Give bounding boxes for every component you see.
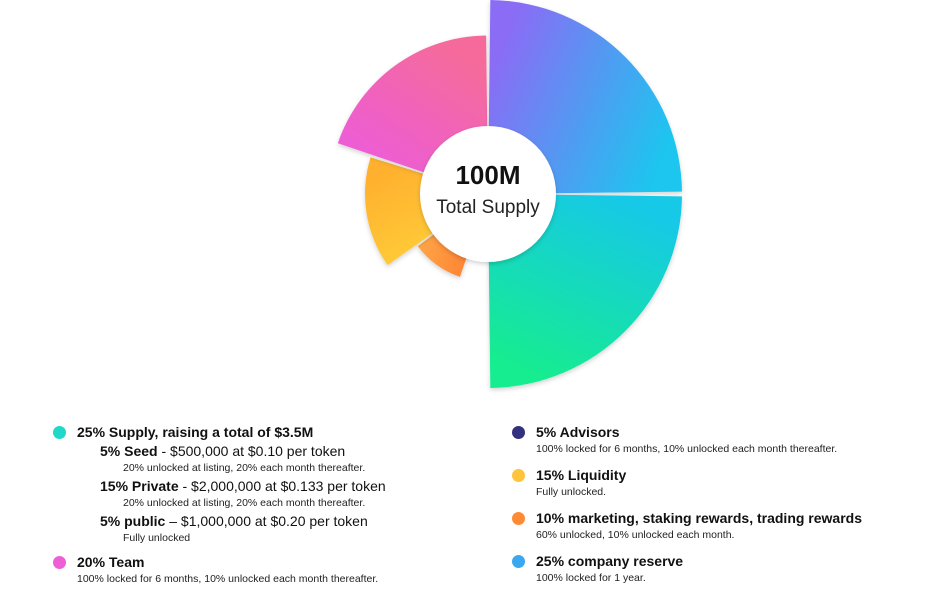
subitem-note: 20% unlocked at listing, 20% each month …	[123, 462, 366, 474]
legend-entry-liquidity: 15% Liquidity Fully unlocked.	[512, 465, 917, 499]
legend-subitem-private: 15% Private - $2,000,000 at $0.133 per t…	[100, 477, 483, 510]
legend-subitem-public: 5% public – $1,000,000 at $0.20 per toke…	[100, 512, 483, 545]
legend-note-reserve: 100% locked for 1 year.	[536, 572, 646, 584]
legend-entry-team: 20% Team 100% locked for 6 months, 10% u…	[53, 552, 483, 586]
subitem-name: 15% Private	[100, 478, 179, 494]
legend-label-liquidity: 15% Liquidity	[536, 467, 627, 483]
legend-dot-liquidity	[512, 469, 525, 482]
subitem-note: 20% unlocked at listing, 20% each month …	[123, 497, 366, 509]
center-hole	[420, 126, 556, 262]
subitem-detail: – $1,000,000 at $0.20 per token	[165, 513, 368, 529]
legend-entry-sale: 25% Supply, raising a total of $3.5M 5% …	[53, 422, 483, 545]
subitem-name: 5% Seed	[100, 443, 158, 459]
legend-label-team: 20% Team	[77, 554, 145, 570]
legend-note-marketing: 60% unlocked, 10% unlocked each month.	[536, 529, 735, 541]
legend-dot-advisors	[512, 426, 525, 439]
legend-dot-marketing	[512, 512, 525, 525]
center-value: 100M	[455, 160, 520, 190]
token-distribution-chart: 100M Total Supply	[337, 0, 682, 388]
legend-dot-sale	[53, 426, 66, 439]
legend-label-marketing: 10% marketing, staking rewards, trading …	[536, 510, 863, 526]
pie-slice-reserve	[488, 0, 682, 195]
subitem-name: 5% public	[100, 513, 166, 529]
legend-note-advisors: 100% locked for 6 months, 10% unlocked e…	[536, 443, 838, 455]
subitem-detail: - $500,000 at $0.10 per token	[157, 443, 346, 459]
pie-slice-sale	[488, 194, 682, 388]
legend-entry-marketing: 10% marketing, staking rewards, trading …	[512, 508, 917, 542]
legend-entry-advisors: 5% Advisors 100% locked for 6 months, 10…	[512, 422, 917, 456]
legend-note-liquidity: Fully unlocked.	[536, 486, 607, 498]
legend-entry-reserve: 25% company reserve 100% locked for 1 ye…	[512, 551, 917, 585]
subitem-detail: - $2,000,000 at $0.133 per token	[178, 478, 386, 494]
legend-note-team: 100% locked for 6 months, 10% unlocked e…	[77, 573, 379, 585]
legend-dot-team	[53, 556, 66, 569]
legend-label-reserve: 25% company reserve	[536, 553, 684, 569]
legend-label-advisors: 5% Advisors	[536, 424, 620, 440]
center-label: Total Supply	[436, 197, 540, 218]
legend-dot-reserve	[512, 555, 525, 568]
legend-subitem-seed: 5% Seed - $500,000 at $0.10 per token 20…	[100, 442, 483, 475]
legend-right: 5% Advisors 100% locked for 6 months, 10…	[512, 422, 917, 585]
legend-left: 25% Supply, raising a total of $3.5M 5% …	[53, 422, 483, 586]
subitem-note: Fully unlocked	[123, 532, 191, 544]
legend-label-sale: 25% Supply, raising a total of $3.5M	[77, 424, 314, 440]
